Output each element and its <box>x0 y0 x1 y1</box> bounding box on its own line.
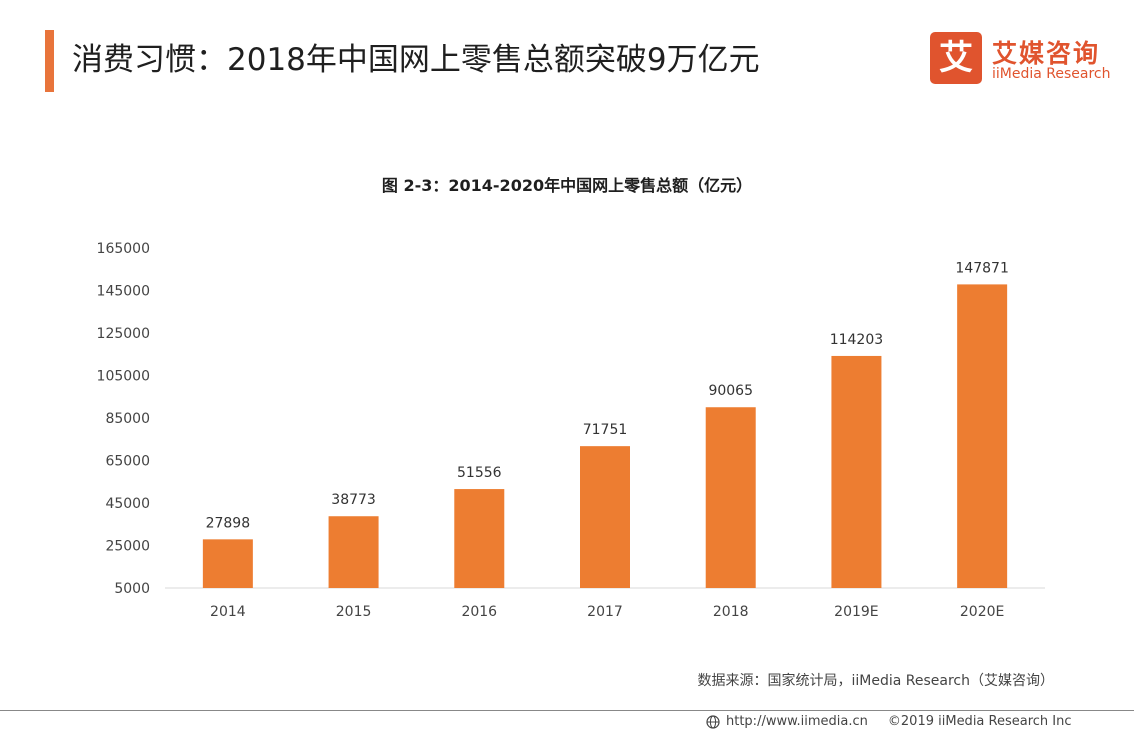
y-tick-label: 125000 <box>97 326 150 342</box>
globe-icon <box>706 714 720 729</box>
bar-value-label: 147871 <box>955 260 1008 276</box>
bar <box>202 539 253 588</box>
bar-value-label: 27898 <box>206 515 251 531</box>
y-tick-label: 5000 <box>114 581 150 597</box>
chart-title: 图 2-3：2014-2020年中国网上零售总额（亿元） <box>381 176 753 195</box>
x-tick-label: 2020E <box>960 604 1004 620</box>
footer: http://www.iimedia.cn ©2019 iiMedia Rese… <box>706 714 1072 729</box>
y-tick-label: 45000 <box>105 496 150 512</box>
bar-value-label: 51556 <box>457 465 502 481</box>
bar <box>454 489 505 588</box>
page-title: 消费习惯：2018年中国网上零售总额突破9万亿元 <box>72 42 760 78</box>
bar <box>580 446 630 588</box>
bar <box>957 284 1008 588</box>
x-tick-label: 2019E <box>834 604 878 620</box>
x-tick-label: 2015 <box>336 604 372 620</box>
bar-value-label: 71751 <box>583 422 628 438</box>
brand-logo: 艾 艾媒咨询 iiMedia Research <box>930 32 1120 86</box>
y-tick-label: 105000 <box>97 369 150 385</box>
bar <box>831 355 882 588</box>
y-tick-label: 145000 <box>97 284 150 300</box>
x-tick-label: 2016 <box>461 604 497 620</box>
bar-value-label: 90065 <box>708 383 753 399</box>
data-source: 数据来源：国家统计局，iiMedia Research（艾媒咨询） <box>697 673 1055 689</box>
y-tick-label: 25000 <box>105 539 150 555</box>
x-tick-label: 2017 <box>587 604 623 620</box>
logo-name-en: iiMedia Research <box>992 66 1111 82</box>
y-tick-label: 165000 <box>97 241 150 257</box>
bar <box>705 407 756 588</box>
footer-copyright: ©2019 iiMedia Research Inc <box>887 714 1072 729</box>
logo-name-cn: 艾媒咨询 <box>992 39 1101 68</box>
footer-divider <box>0 710 1134 711</box>
bar-value-label: 114203 <box>830 332 883 348</box>
footer-url[interactable]: http://www.iimedia.cn <box>726 714 868 729</box>
y-tick-label: 85000 <box>105 411 150 427</box>
y-tick-label: 65000 <box>105 454 150 470</box>
x-tick-label: 2018 <box>713 604 749 620</box>
logo-mark-icon: 艾 <box>930 32 982 84</box>
bar-value-label: 38773 <box>331 492 376 508</box>
x-tick-label: 2014 <box>210 604 246 620</box>
bar <box>328 516 379 588</box>
title-accent-bar <box>45 30 54 92</box>
